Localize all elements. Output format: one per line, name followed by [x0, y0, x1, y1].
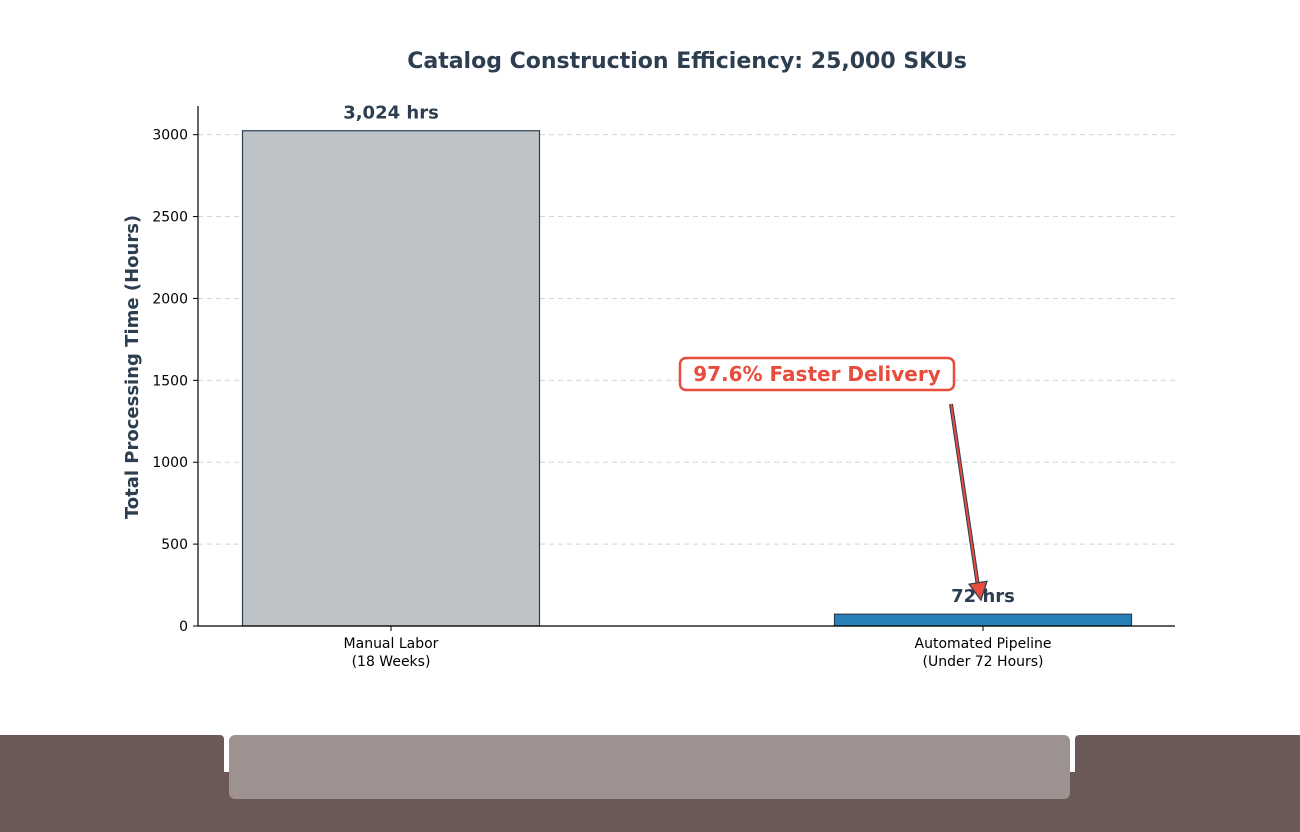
- bar-1: [833, 613, 1133, 627]
- y-tick-label: 500: [161, 537, 188, 553]
- bottom-bar-left-block: [0, 735, 224, 832]
- annotation-arrow-head: [967, 580, 988, 602]
- y-tick-label: 2500: [152, 210, 188, 226]
- y-axis-label: Total Processing Time (Hours): [122, 215, 143, 519]
- bottom-bar: [0, 735, 1300, 832]
- chart-area: Catalog Construction Efficiency: 25,000 …: [122, 49, 1175, 670]
- bottom-bar-right-block: [1075, 735, 1300, 832]
- bar-value-label: 3,024 hrs: [343, 103, 439, 124]
- annotation-arrow-shaft: [950, 403, 979, 587]
- y-tick-label: 1000: [152, 455, 188, 471]
- y-tick-label: 1500: [152, 373, 188, 389]
- annotation: 97.6% Faster Delivery: [678, 356, 988, 602]
- bar-chart: Catalog Construction Efficiency: 25,000 …: [122, 49, 1175, 670]
- x-tick-label: Manual Labor (18 Weeks): [344, 636, 439, 670]
- bottom-bar-center-pill[interactable]: [229, 735, 1070, 799]
- annotation-text: 97.6% Faster Delivery: [693, 362, 941, 386]
- axes: [193, 106, 1175, 631]
- bar-value-label: 72 hrs: [951, 586, 1015, 607]
- y-tick-label: 0: [179, 619, 188, 635]
- data-labels: 3,024 hrs 72 hrs: [343, 103, 1015, 607]
- y-tick-label: 3000: [152, 128, 188, 144]
- chart-title: Catalog Construction Efficiency: 25,000 …: [407, 49, 967, 74]
- bar-0: [241, 130, 541, 627]
- x-tick-label: Automated Pipeline (Under 72 Hours): [915, 636, 1052, 670]
- annotation-box: [678, 356, 956, 392]
- y-tick-label: 2000: [152, 291, 188, 307]
- bars: [241, 130, 1133, 627]
- tick-labels: 0 500 1000 1500 2000 2500 3000 Manual Labor (18 …: [152, 128, 1051, 670]
